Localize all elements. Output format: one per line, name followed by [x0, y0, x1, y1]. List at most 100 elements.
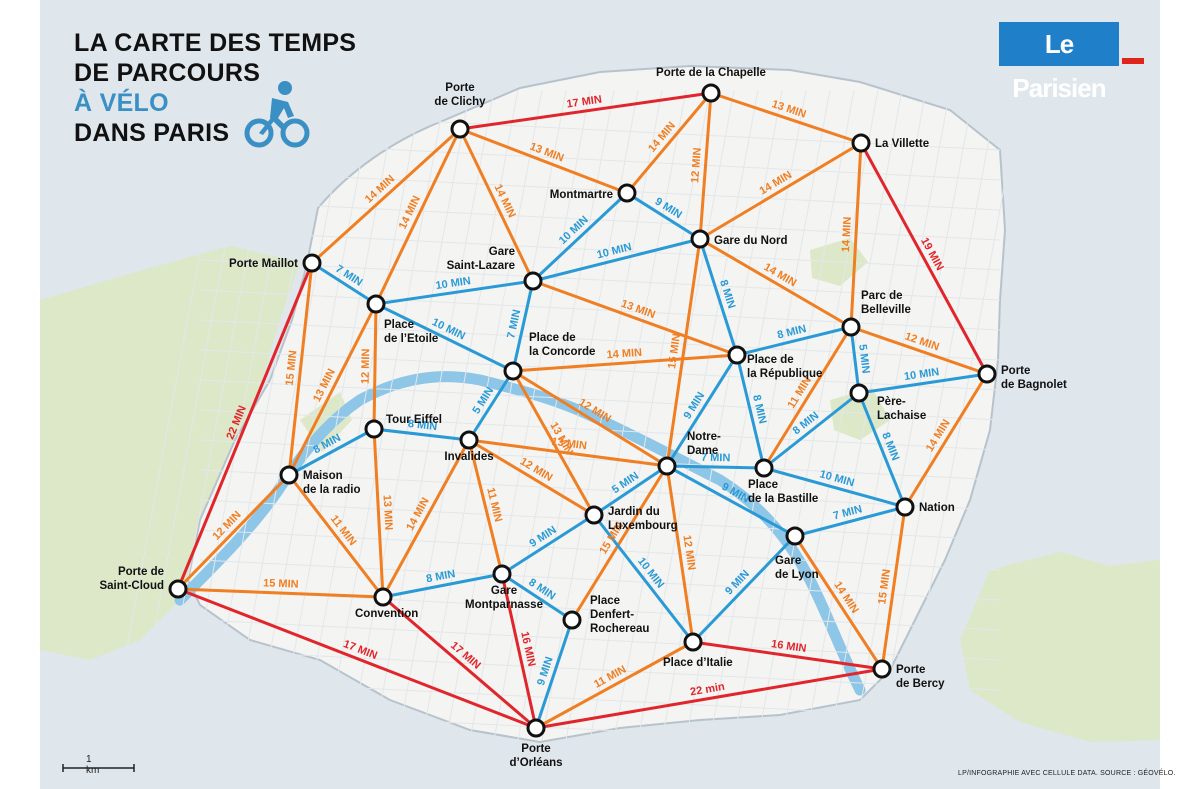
cyclist-icon: [244, 81, 310, 148]
route-notre-dame-to-place-ditalie: [665, 464, 695, 644]
scale-line: [62, 764, 135, 772]
station-label-place-de-la-concorde: la Concorde: [529, 346, 595, 358]
route-porte-de-clichy-to-montmartre: [458, 127, 629, 195]
station-label-porte-de-clichy: Porte: [445, 82, 474, 94]
station-label-gare-du-nord: Gare du Nord: [714, 235, 787, 247]
station-place-de-la-bastille[interactable]: [754, 458, 774, 478]
station-label-parc-de-belleville: Parc de: [861, 290, 903, 302]
travel-time-label: 22 min: [689, 681, 726, 699]
station-porte-maillot[interactable]: [302, 253, 322, 273]
station-label-maison-de-la-radio: Maison: [303, 470, 343, 482]
station-gare-de-lyon[interactable]: [785, 526, 805, 546]
travel-time-label: 17 MIN: [566, 94, 603, 111]
route-place-ditalie-to-porte-dorleans: [534, 640, 695, 730]
route-place-denfert-rochereau-to-porte-dorleans: [534, 618, 574, 730]
station-porte-de-bagnolet[interactable]: [977, 364, 997, 384]
station-jardin-du-luxembourg[interactable]: [584, 505, 604, 525]
station-label-porte-de-bagnolet: de Bagnolet: [1001, 379, 1067, 391]
title-line-2: DE PARCOURS: [74, 59, 261, 87]
route-porte-de-clichy-to-porte-de-la-chapelle: [458, 91, 713, 131]
travel-time-label: 5 MIN: [856, 344, 871, 375]
station-label-gare-saint-lazare: Saint-Lazare: [447, 260, 515, 272]
station-maison-de-la-radio[interactable]: [279, 465, 299, 485]
station-place-ditalie[interactable]: [683, 632, 703, 652]
route-gare-de-lyon-to-nation: [793, 505, 907, 538]
route-invalides-to-gare-montparnasse: [467, 438, 504, 576]
title-line-4: DANS PARIS: [74, 119, 230, 147]
route-porte-de-la-chapelle-to-montmartre: [625, 91, 713, 195]
station-gare-du-nord[interactable]: [690, 229, 710, 249]
station-pere-lachaise[interactable]: [849, 383, 869, 403]
station-label-convention: Convention: [355, 608, 418, 620]
route-gare-du-nord-to-notre-dame: [665, 237, 702, 468]
station-convention[interactable]: [373, 587, 393, 607]
station-la-villette[interactable]: [851, 133, 871, 153]
travel-time-label: 15 MIN: [284, 350, 300, 387]
station-montmartre[interactable]: [617, 183, 637, 203]
route-place-de-la-republique-to-place-de-la-bastille: [735, 353, 766, 470]
station-parc-de-belleville[interactable]: [841, 317, 861, 337]
route-porte-dorleans-to-porte-de-bercy: [534, 667, 884, 730]
station-place-de-letoile[interactable]: [366, 294, 386, 314]
station-invalides[interactable]: [459, 430, 479, 450]
station-label-porte-de-bercy: de Bercy: [896, 678, 945, 690]
route-gare-du-nord-to-parc-de-belleville: [698, 237, 853, 329]
route-la-villette-to-parc-de-belleville: [849, 141, 863, 329]
station-label-parc-de-belleville: Belleville: [861, 304, 911, 316]
route-notre-dame-to-gare-de-lyon: [665, 464, 797, 538]
route-place-de-la-concorde-to-invalides: [467, 369, 515, 442]
route-notre-dame-to-place-de-la-bastille: [665, 464, 766, 470]
station-label-pere-lachaise: Lachaise: [877, 410, 926, 422]
route-gare-saint-lazare-to-place-de-la-concorde: [511, 279, 535, 373]
station-porte-de-bercy[interactable]: [872, 659, 892, 679]
route-nation-to-porte-de-bercy: [880, 505, 907, 671]
station-label-porte-de-saint-cloud: Porte de: [118, 566, 164, 578]
station-label-nation: Nation: [919, 502, 955, 514]
travel-time-label: 7 MIN: [701, 452, 731, 465]
station-label-place-denfert-rochereau: Rochereau: [590, 623, 649, 635]
station-label-place-de-la-republique: la République: [747, 368, 822, 380]
station-label-porte-de-saint-cloud: Saint-Cloud: [99, 580, 164, 592]
station-porte-de-la-chapelle[interactable]: [701, 83, 721, 103]
station-porte-de-saint-cloud[interactable]: [168, 579, 188, 599]
route-parc-de-belleville-to-porte-de-bagnolet: [849, 325, 989, 376]
travel-time-label: 10 MIN: [903, 366, 940, 383]
station-label-place-denfert-rochereau: Denfert-: [590, 609, 634, 621]
station-tour-eiffel[interactable]: [364, 419, 384, 439]
route-porte-de-clichy-to-gare-saint-lazare: [458, 127, 535, 283]
route-porte-maillot-to-maison-de-la-radio: [287, 261, 314, 477]
route-place-de-letoile-to-maison-de-la-radio: [287, 302, 378, 477]
route-notre-dame-to-place-denfert-rochereau: [570, 464, 669, 622]
route-place-de-la-concorde-to-place-de-la-republique: [511, 353, 739, 373]
station-label-porte-dorleans: Porte: [521, 743, 550, 755]
route-place-de-letoile-to-tour-eiffel: [372, 302, 378, 431]
travel-time-label: 12 MIN: [360, 349, 373, 385]
station-place-denfert-rochereau[interactable]: [562, 610, 582, 630]
route-jardin-du-luxembourg-to-place-ditalie: [592, 513, 695, 644]
route-porte-de-la-chapelle-to-gare-du-nord: [698, 91, 713, 241]
station-label-jardin-du-luxembourg: Luxembourg: [608, 520, 678, 532]
route-porte-de-bagnolet-to-nation: [903, 372, 989, 509]
station-place-de-la-republique[interactable]: [727, 345, 747, 365]
station-label-maison-de-la-radio: de la radio: [303, 484, 361, 496]
station-gare-montparnasse[interactable]: [492, 564, 512, 584]
station-label-notre-dame: Dame: [687, 445, 718, 457]
station-notre-dame[interactable]: [657, 456, 677, 476]
station-label-tour-eiffel: Tour Eiffel: [386, 414, 442, 426]
station-porte-dorleans[interactable]: [526, 718, 546, 738]
station-label-place-de-letoile: Place: [384, 319, 414, 331]
route-pere-lachaise-to-porte-de-bagnolet: [857, 372, 989, 395]
travel-time-label: 15 MIN: [876, 568, 893, 605]
route-jardin-du-luxembourg-to-gare-montparnasse: [500, 513, 596, 576]
scale-label: 1 km: [86, 754, 100, 776]
route-gare-montparnasse-to-place-denfert-rochereau: [500, 572, 574, 622]
station-label-pere-lachaise: Père-: [877, 396, 906, 408]
station-porte-de-clichy[interactable]: [450, 119, 470, 139]
station-place-de-la-concorde[interactable]: [503, 361, 523, 381]
station-label-place-denfert-rochereau: Place: [590, 595, 620, 607]
station-label-porte-de-bercy: Porte: [896, 664, 925, 676]
route-invalides-to-convention: [381, 438, 471, 599]
station-nation[interactable]: [895, 497, 915, 517]
route-place-ditalie-to-gare-de-lyon: [691, 534, 797, 644]
station-gare-saint-lazare[interactable]: [523, 271, 543, 291]
